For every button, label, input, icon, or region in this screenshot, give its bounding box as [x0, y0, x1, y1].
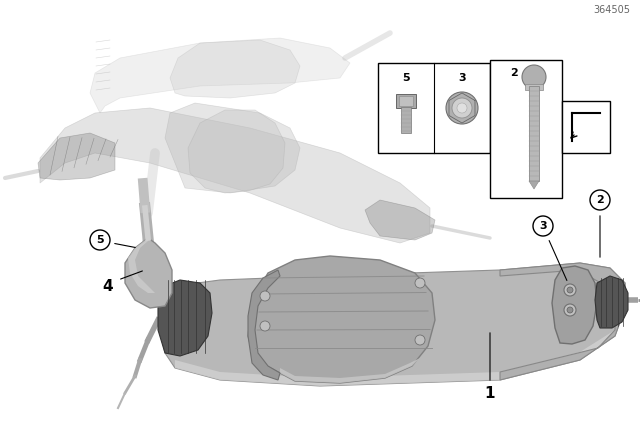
Circle shape: [533, 216, 553, 236]
Circle shape: [457, 103, 467, 113]
Polygon shape: [175, 330, 615, 386]
Polygon shape: [158, 280, 212, 356]
Circle shape: [260, 291, 270, 301]
Bar: [529, 86, 539, 181]
Polygon shape: [40, 108, 430, 243]
Text: 364505: 364505: [593, 5, 630, 15]
Polygon shape: [500, 263, 625, 380]
Polygon shape: [38, 133, 115, 180]
Circle shape: [260, 321, 270, 331]
Circle shape: [567, 287, 573, 293]
Polygon shape: [158, 263, 625, 386]
Polygon shape: [595, 276, 628, 328]
Circle shape: [446, 92, 478, 124]
Bar: [378, 63, 490, 153]
Polygon shape: [90, 38, 350, 113]
Bar: [396, 94, 416, 108]
Bar: [525, 84, 543, 90]
Circle shape: [564, 284, 576, 296]
Polygon shape: [529, 181, 539, 189]
Text: 4: 4: [102, 279, 113, 293]
Text: 5: 5: [402, 73, 410, 83]
Polygon shape: [128, 238, 155, 293]
Text: 2: 2: [596, 195, 604, 205]
Text: 3: 3: [539, 221, 547, 231]
Circle shape: [590, 190, 610, 210]
Circle shape: [90, 230, 110, 250]
Polygon shape: [248, 270, 280, 380]
Polygon shape: [365, 200, 435, 240]
Circle shape: [415, 335, 425, 345]
Circle shape: [452, 98, 472, 118]
Bar: [490, 60, 562, 198]
Polygon shape: [248, 256, 435, 383]
Circle shape: [564, 304, 576, 316]
Text: 1: 1: [484, 385, 495, 401]
Polygon shape: [125, 238, 172, 308]
Polygon shape: [280, 358, 420, 383]
Bar: [562, 101, 610, 153]
Polygon shape: [170, 40, 300, 98]
Polygon shape: [188, 110, 285, 193]
Text: 5: 5: [96, 235, 104, 245]
Polygon shape: [165, 103, 300, 193]
Polygon shape: [552, 266, 597, 344]
Bar: [399, 96, 413, 106]
Text: 2: 2: [510, 68, 518, 78]
Circle shape: [567, 307, 573, 313]
Text: 3: 3: [458, 73, 466, 83]
Circle shape: [522, 65, 546, 89]
Circle shape: [415, 278, 425, 288]
Bar: [401, 107, 411, 133]
